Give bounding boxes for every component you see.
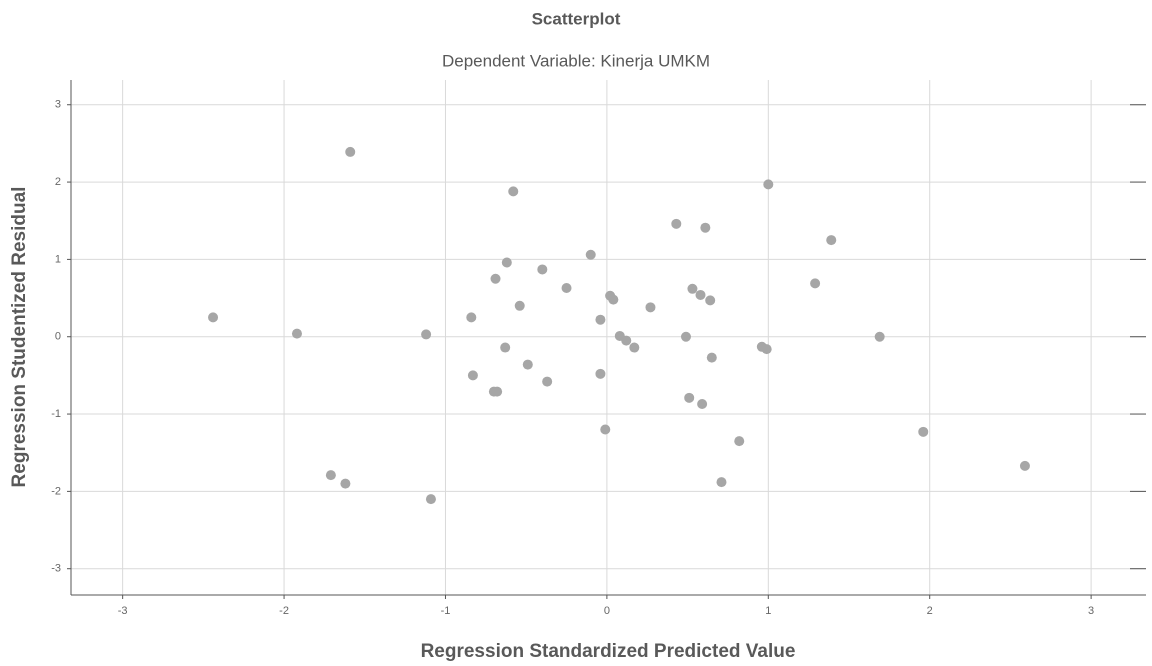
point <box>542 377 552 387</box>
point <box>492 387 502 397</box>
point <box>345 147 355 157</box>
point <box>292 329 302 339</box>
point <box>684 393 694 403</box>
point <box>763 179 773 189</box>
point <box>700 223 710 233</box>
x-axis-label: Regression Standardized Predicted Value <box>421 641 796 662</box>
x-tick-label: 0 <box>604 605 610 617</box>
y-tick-label: -3 <box>51 563 61 575</box>
point <box>621 336 631 346</box>
point <box>326 470 336 480</box>
point <box>608 295 618 305</box>
point <box>875 332 885 342</box>
chart-title: Scatterplot <box>532 9 621 28</box>
point <box>810 278 820 288</box>
point <box>595 369 605 379</box>
point <box>705 295 715 305</box>
point <box>645 302 655 312</box>
y-tick-label: -2 <box>51 485 61 497</box>
point <box>671 219 681 229</box>
point <box>1020 461 1030 471</box>
x-tick-label: -2 <box>279 605 289 617</box>
point <box>681 332 691 342</box>
y-axis-label: Regression Studentized Residual <box>9 187 30 488</box>
point <box>502 257 512 267</box>
point <box>707 353 717 363</box>
x-tick-label: 2 <box>927 605 933 617</box>
point <box>595 315 605 325</box>
x-tick-label: 1 <box>765 605 771 617</box>
point <box>696 290 706 300</box>
point <box>500 343 510 353</box>
point <box>466 312 476 322</box>
y-tick-label: 0 <box>55 331 61 343</box>
x-tick-label: -3 <box>118 605 128 617</box>
point <box>697 399 707 409</box>
chart-subtitle: Dependent Variable: Kinerja UMKM <box>442 51 710 70</box>
point <box>426 494 436 504</box>
y-tick-label: 2 <box>55 176 61 188</box>
point <box>586 250 596 260</box>
point <box>421 329 431 339</box>
point <box>687 284 697 294</box>
point <box>491 274 501 284</box>
point <box>716 477 726 487</box>
x-tick-label: -1 <box>441 605 451 617</box>
point <box>918 427 928 437</box>
point <box>762 344 772 354</box>
point <box>600 425 610 435</box>
point <box>734 436 744 446</box>
point <box>523 360 533 370</box>
point <box>340 479 350 489</box>
y-tick-label: 1 <box>55 253 61 265</box>
point <box>537 264 547 274</box>
point <box>826 235 836 245</box>
point <box>515 301 525 311</box>
y-tick-label: 3 <box>55 99 61 111</box>
point <box>468 370 478 380</box>
point <box>208 312 218 322</box>
point <box>629 343 639 353</box>
y-tick-label: -1 <box>51 408 61 420</box>
chart: Scatterplot Dependent Variable: Kinerja … <box>0 0 1152 666</box>
x-tick-label: 3 <box>1088 605 1094 617</box>
point <box>562 283 572 293</box>
point <box>508 186 518 196</box>
